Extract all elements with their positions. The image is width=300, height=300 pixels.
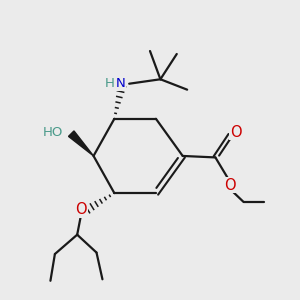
Text: O: O xyxy=(75,202,87,217)
Polygon shape xyxy=(68,131,94,156)
Text: O: O xyxy=(230,125,242,140)
Text: HO: HO xyxy=(43,126,64,139)
Text: N: N xyxy=(116,77,125,90)
Text: H: H xyxy=(104,77,114,90)
Text: O: O xyxy=(224,178,236,193)
